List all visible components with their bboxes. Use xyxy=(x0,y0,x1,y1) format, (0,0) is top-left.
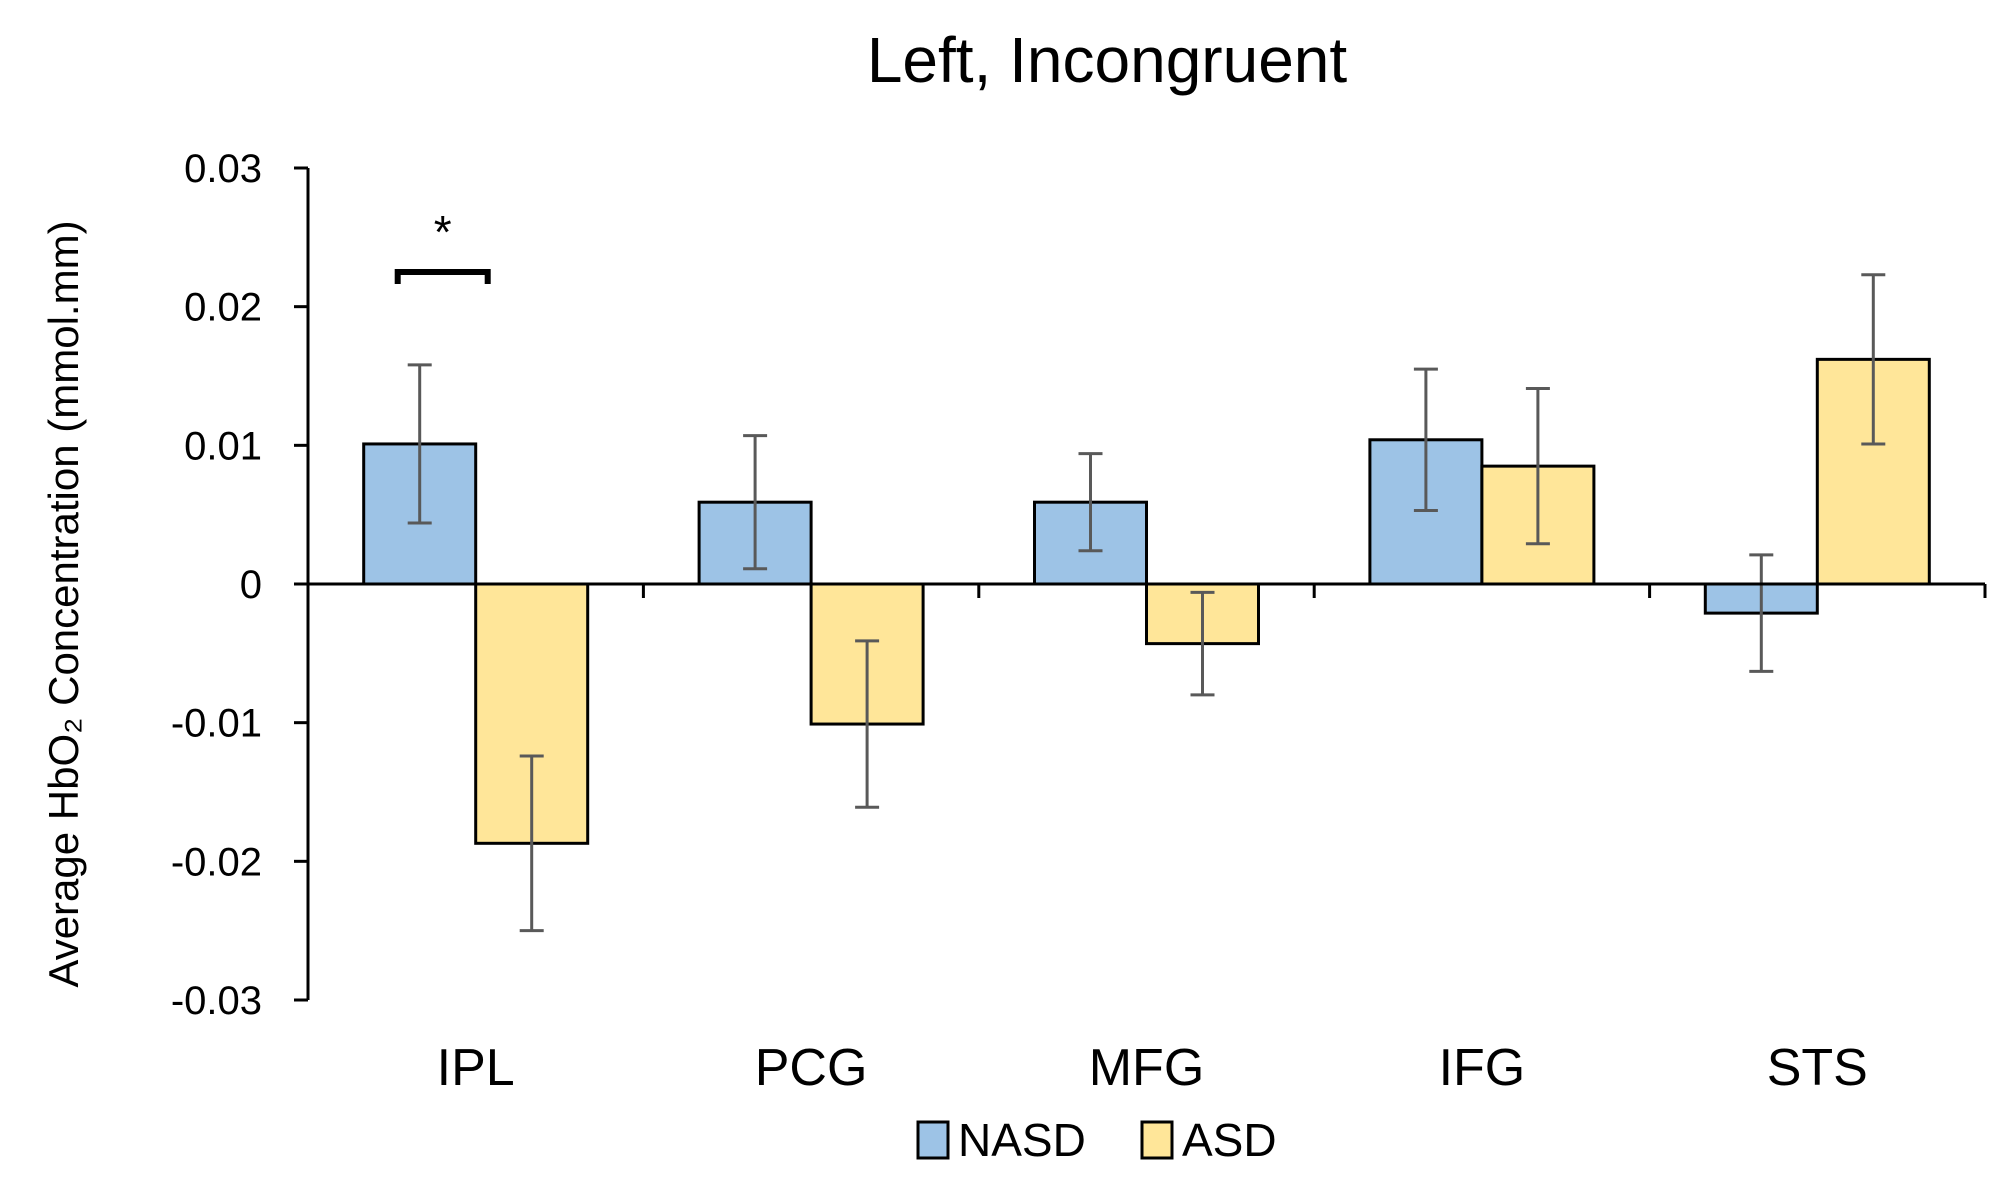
legend-label-asd: ASD xyxy=(1182,1114,1277,1166)
legend-swatch-asd xyxy=(1140,1120,1174,1160)
y-tick-label: 0.03 xyxy=(184,147,262,191)
y-tick-label: -0.03 xyxy=(171,979,262,1023)
legend-swatch-nasd xyxy=(916,1120,950,1160)
y-tick-label: -0.02 xyxy=(171,840,262,884)
x-tick-label-pcg: PCG xyxy=(755,1039,868,1097)
plot-area: 0.03 0.02 0.01 0 -0.01 -0.02 -0.03 IPL PCG MFG IFG… xyxy=(171,147,1987,1166)
y-tick-label: 0 xyxy=(240,563,262,607)
x-tick-label-ifg: IFG xyxy=(1439,1039,1526,1097)
legend-label-nasd: NASD xyxy=(958,1114,1086,1166)
y-tick-label: -0.01 xyxy=(171,702,262,746)
y-tick-label: 0.02 xyxy=(184,286,262,330)
chart-title: Left, Incongruent xyxy=(867,24,1348,96)
y-tick-label: 0.01 xyxy=(184,424,262,468)
x-tick-label-ipl: IPL xyxy=(437,1039,515,1097)
y-axis-label: Average HbO₂ Concentration (mmol.mm) xyxy=(40,220,87,987)
significance-marker: * xyxy=(434,206,452,258)
significance-bracket xyxy=(394,269,491,284)
x-tick-label-sts: STS xyxy=(1767,1039,1868,1097)
x-tick-label-mfg: MFG xyxy=(1089,1039,1205,1097)
